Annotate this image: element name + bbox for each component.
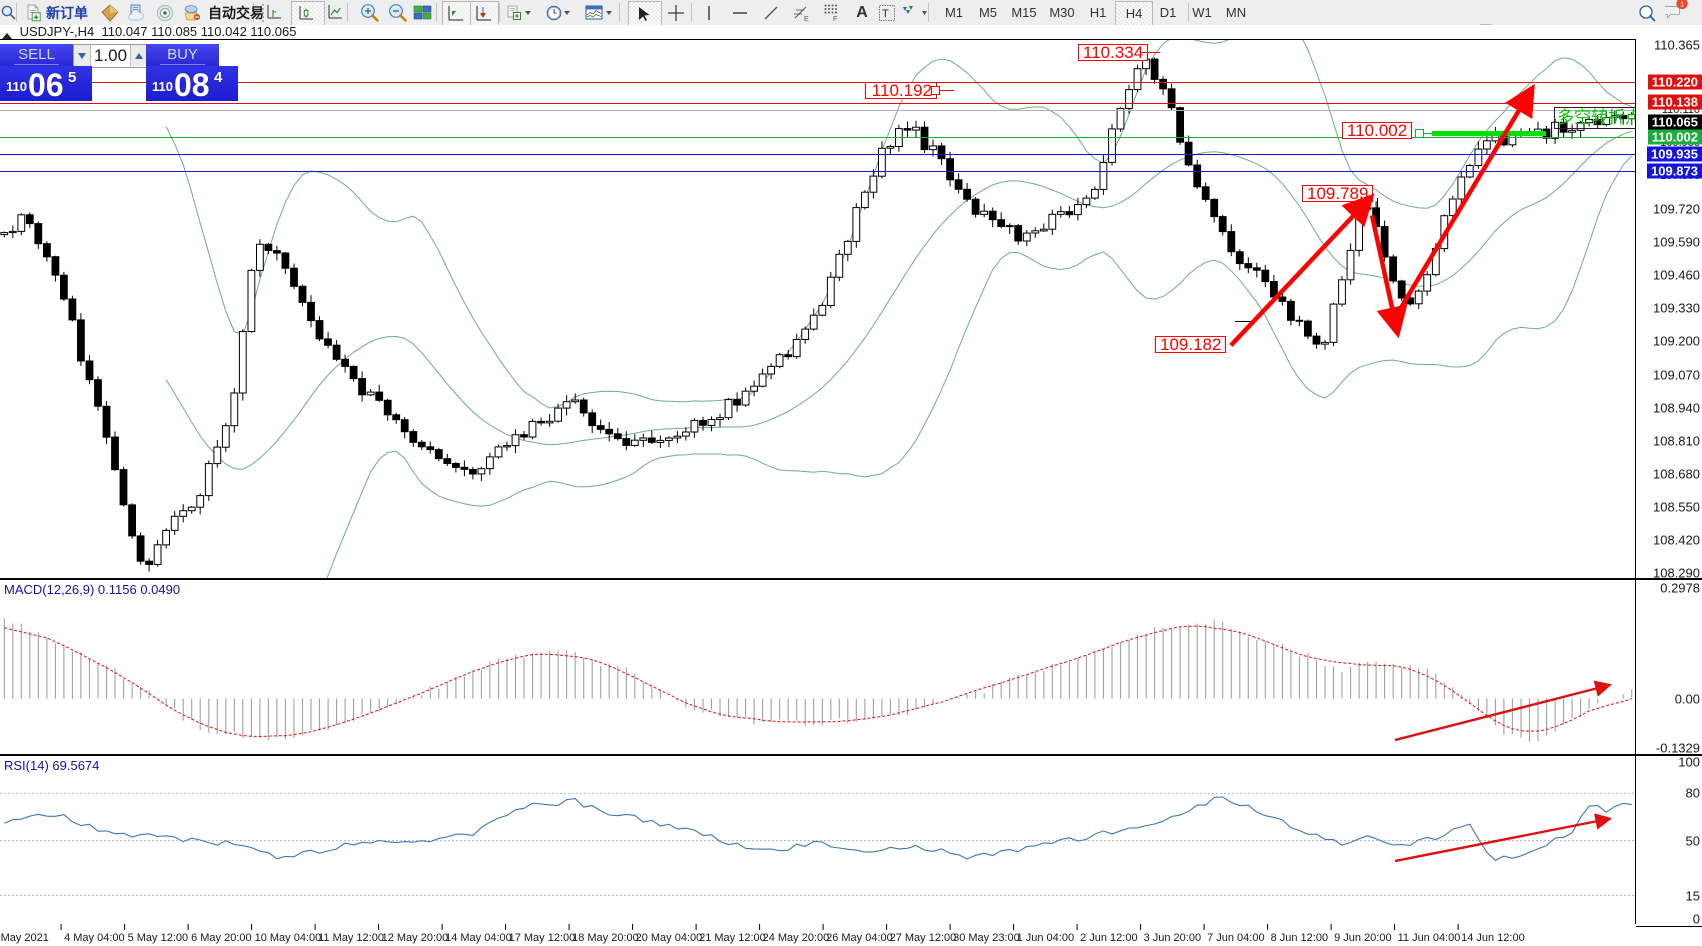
svg-text:T: T [882, 8, 889, 20]
svg-text:F: F [833, 16, 837, 22]
svg-text:E: E [804, 16, 809, 22]
svg-text:1: 1 [1680, 0, 1684, 8]
